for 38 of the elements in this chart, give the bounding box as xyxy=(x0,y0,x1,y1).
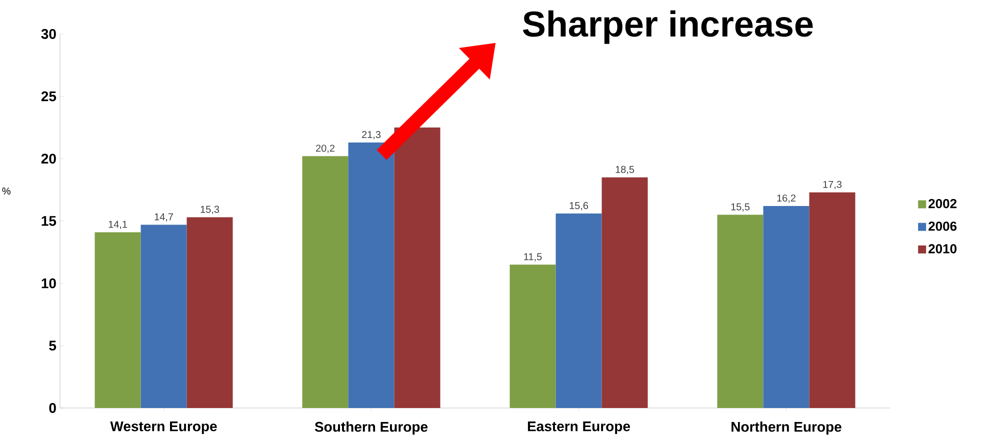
data-label: 17,3 xyxy=(823,180,842,190)
y-tick-label: 5 xyxy=(49,340,56,351)
y-tick-label: 20 xyxy=(41,154,56,164)
x-tick-label: Southern Europe xyxy=(314,422,428,435)
legend-label: 2002 xyxy=(928,199,956,208)
data-label: 14,1 xyxy=(108,220,128,230)
annotation: Sharper increase xyxy=(522,10,813,44)
data-label: 15,5 xyxy=(731,203,750,212)
bar xyxy=(302,156,348,408)
y-tick-label: 10 xyxy=(42,278,56,288)
y-tick-label: 15 xyxy=(42,216,56,226)
bar xyxy=(556,214,602,408)
bar xyxy=(763,206,810,408)
data-label: 11,5 xyxy=(524,253,542,262)
data-label: 18,5 xyxy=(616,166,634,174)
y-tick-label: 30 xyxy=(41,29,56,39)
data-label: 20,2 xyxy=(316,144,334,153)
legend-label: 2010 xyxy=(928,244,956,254)
bar xyxy=(602,177,648,408)
bar xyxy=(186,217,233,408)
y-tick-label: 0 xyxy=(49,403,56,413)
bar xyxy=(510,264,556,408)
data-label: 16,2 xyxy=(777,194,796,203)
data-label: 21,3 xyxy=(362,130,381,140)
bar xyxy=(94,232,141,408)
bar xyxy=(140,224,187,408)
bar xyxy=(348,142,394,408)
data-label: 15,6 xyxy=(570,202,588,210)
legend-label: 2006 xyxy=(928,222,957,231)
y-tick-label: 25 xyxy=(41,91,56,102)
x-tick-label: Western Europe xyxy=(110,422,217,434)
data-label: 14,7 xyxy=(154,213,173,222)
bar xyxy=(717,214,764,408)
data-label: 15,3 xyxy=(200,206,220,214)
y-axis-title: % xyxy=(2,188,10,195)
x-tick-label: Northern Europe xyxy=(732,422,842,435)
x-tick-label: Eastern Europe xyxy=(528,422,630,434)
bar xyxy=(809,192,856,408)
